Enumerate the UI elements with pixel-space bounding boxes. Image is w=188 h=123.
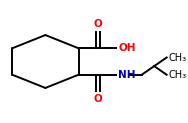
Text: O: O (94, 94, 102, 104)
Text: CH₃: CH₃ (168, 70, 186, 80)
Text: O: O (94, 19, 102, 29)
Text: NH: NH (118, 70, 136, 80)
Text: OH: OH (118, 43, 136, 53)
Text: CH₃: CH₃ (168, 53, 186, 62)
